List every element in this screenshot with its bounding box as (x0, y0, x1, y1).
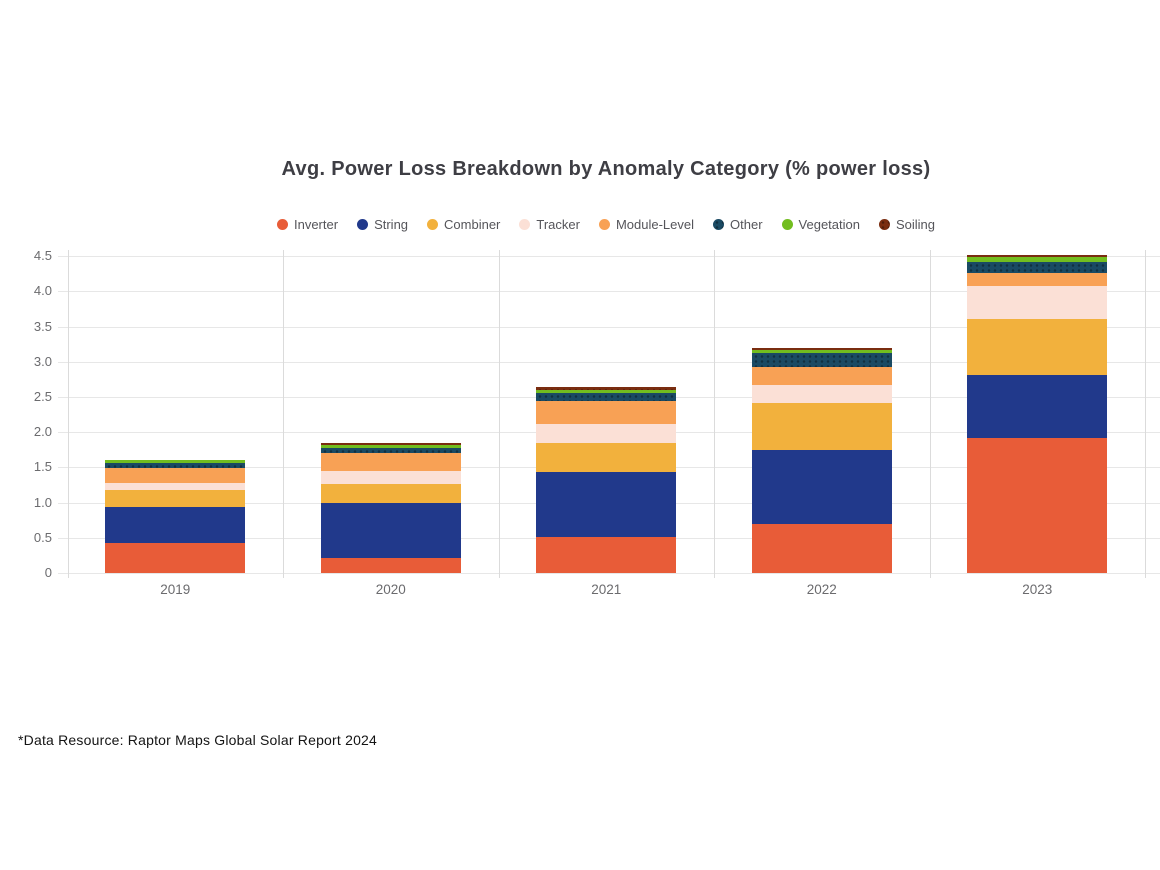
y-axis-tick-label: 4.5 (33, 248, 52, 264)
gridline-y-4.5 (58, 256, 1160, 258)
chart-legend: Inverter String Combiner Tracker Module-Leve… (67, 217, 1145, 232)
bar-segment-module-level-2020 (320, 452, 461, 471)
data-source-footnote: *Data Resource: Raptor Maps Global Solar… (18, 732, 378, 748)
gridline-x-separator (714, 250, 715, 578)
legend-swatch-icon (427, 219, 439, 230)
x-axis-tick-label-2023: 2023 (1022, 582, 1053, 597)
bar-segment-soiling-2020 (320, 442, 461, 445)
bar-segment-string-2022 (751, 449, 892, 524)
stacked-bar-2023 (967, 254, 1108, 573)
legend-item-vegetation: Vegetation (781, 217, 860, 232)
legend-swatch-icon (519, 219, 531, 230)
legend-swatch-icon (276, 219, 288, 230)
y-axis-tick-label: 1.0 (33, 494, 52, 510)
bar-segment-other-2022 (751, 352, 892, 367)
gridline-x-separator (929, 250, 931, 578)
gridline-y-3.5 (58, 326, 1160, 328)
bar-segment-soiling-2023 (967, 254, 1108, 257)
y-axis-tick-label: 2.5 (33, 389, 52, 404)
stacked-bar-2022 (751, 347, 892, 573)
legend-item-tracker: Tracker (519, 217, 580, 232)
stacked-bar-2019 (105, 459, 246, 573)
bar-segment-inverter-2023 (967, 438, 1108, 573)
y-axis-tick-label: 0.5 (33, 529, 52, 545)
legend-item-string: String (357, 217, 408, 232)
bar-segment-tracker-2022 (751, 385, 892, 403)
bar-segment-vegetation-2020 (320, 444, 461, 448)
bar-segment-tracker-2019 (105, 482, 246, 490)
bar-segment-module-level-2019 (105, 468, 246, 483)
y-axis-tick-label: 3.0 (33, 353, 52, 369)
chart-title: Avg. Power Loss Breakdown by Anomaly Cat… (281, 158, 931, 180)
legend-swatch-icon (598, 219, 610, 230)
bar-segment-soiling-2021 (536, 387, 677, 390)
bar-segment-string-2019 (105, 507, 246, 543)
gridline-x-separator (1145, 250, 1146, 578)
bar-segment-tracker-2021 (536, 423, 677, 443)
legend-swatch-icon (878, 219, 890, 230)
legend-label: Vegetation (798, 217, 860, 232)
bar-segment-vegetation-2023 (967, 256, 1108, 262)
bar-segment-other-2021 (536, 393, 677, 401)
bar-segment-tracker-2020 (320, 470, 461, 485)
legend-label: Soiling (895, 217, 936, 232)
gridline-y-0 (58, 573, 1160, 574)
bar-segment-module-level-2022 (751, 366, 892, 386)
bar-segment-inverter-2020 (320, 558, 461, 573)
bar-segment-string-2021 (536, 472, 677, 538)
gridline-x-separator (498, 250, 500, 578)
bar-segment-string-2020 (320, 502, 461, 559)
y-axis-tick-label: 3.5 (33, 318, 52, 334)
bar-segment-string-2023 (967, 375, 1108, 439)
bar-segment-soiling-2022 (751, 347, 892, 350)
bar-segment-inverter-2022 (751, 523, 892, 573)
legend-item-other: Other (713, 217, 763, 232)
x-axis-tick-label-2019: 2019 (160, 582, 191, 597)
bar-segment-soiling-2019 (105, 459, 246, 461)
legend-label: Inverter (293, 217, 339, 232)
y-axis-tick-label: 4.0 (33, 283, 52, 299)
stacked-bar-2021 (536, 387, 677, 573)
stacked-bar-2020 (320, 442, 461, 573)
bar-segment-vegetation-2019 (105, 460, 246, 464)
legend-swatch-icon (713, 219, 725, 230)
legend-swatch-icon (357, 219, 369, 230)
bar-segment-combiner-2019 (105, 489, 246, 508)
gridline-x-separator (67, 250, 69, 578)
bar-segment-other-2019 (105, 463, 246, 469)
legend-swatch-icon (781, 219, 793, 230)
y-axis-tick-label: 1.5 (33, 459, 52, 475)
y-axis-tick-label: 0 (44, 565, 52, 580)
gridline-x-separator (283, 250, 284, 578)
y-axis-tick-label: 2.0 (33, 424, 52, 440)
gridline-y-3.0 (58, 361, 1160, 363)
bar-segment-inverter-2021 (536, 537, 677, 573)
x-axis-tick-label-2020: 2020 (375, 582, 406, 597)
bar-segment-tracker-2023 (967, 285, 1108, 319)
legend-item-inverter: Inverter (276, 217, 339, 232)
legend-label: Other (730, 217, 763, 232)
gridline-y-4.0 (58, 291, 1160, 293)
bar-segment-module-level-2023 (967, 273, 1108, 286)
legend-label: Combiner (444, 217, 501, 232)
bar-segment-vegetation-2022 (751, 349, 892, 353)
legend-label: Module-Level (615, 217, 695, 232)
bar-segment-vegetation-2021 (536, 389, 677, 394)
bar-segment-inverter-2019 (105, 542, 246, 573)
bar-segment-combiner-2023 (967, 318, 1108, 376)
legend-item-module-level: Module-Level (598, 217, 695, 232)
bar-segment-other-2020 (320, 447, 461, 453)
legend-label: String (374, 217, 409, 232)
x-axis-tick-label-2022: 2022 (806, 582, 837, 597)
x-axis-tick-label-2021: 2021 (591, 582, 622, 597)
bar-segment-other-2023 (967, 261, 1108, 274)
bar-segment-combiner-2021 (536, 442, 677, 473)
legend-item-combiner: Combiner (427, 217, 500, 232)
bar-segment-combiner-2020 (320, 484, 461, 503)
legend-label: Tracker (536, 217, 580, 232)
bar-segment-module-level-2021 (536, 400, 677, 424)
legend-item-soiling: Soiling (878, 217, 936, 232)
bar-segment-combiner-2022 (751, 402, 892, 450)
